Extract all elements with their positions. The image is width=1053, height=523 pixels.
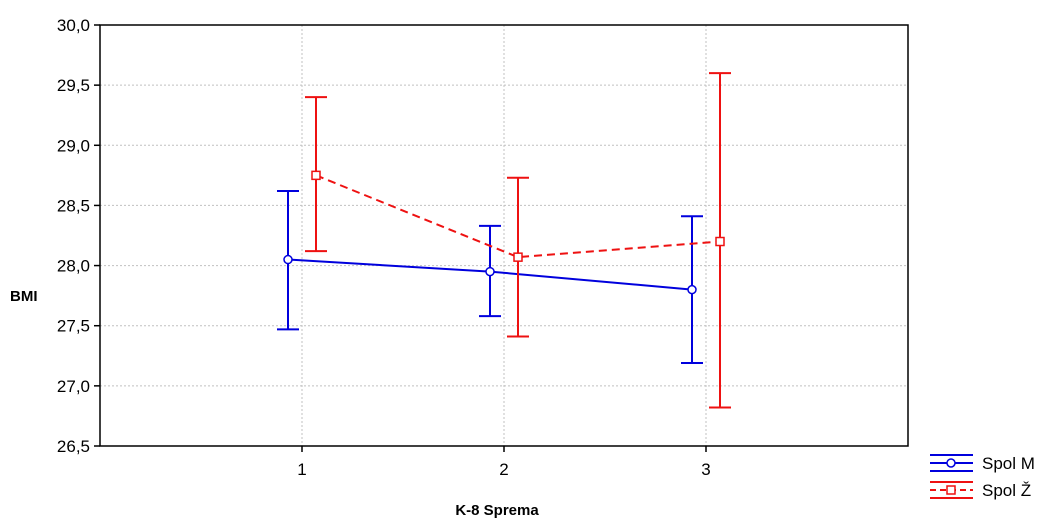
x-tick-label: 3 xyxy=(701,460,710,479)
legend-item-spol-m: Spol M xyxy=(930,454,1035,473)
data-point xyxy=(283,254,293,265)
legend-spol-z-marker xyxy=(946,485,956,495)
data-point xyxy=(485,266,495,277)
grid-layer xyxy=(100,25,908,446)
y-tick-label: 27,0 xyxy=(57,377,90,396)
data-point xyxy=(715,236,725,247)
data-point xyxy=(687,284,697,295)
y-axis-title: BMI xyxy=(10,288,38,305)
data-point xyxy=(311,170,321,181)
legend: Spol M Spol Ž xyxy=(930,454,1035,500)
series-spol-m xyxy=(277,189,703,365)
x-tick-label: 2 xyxy=(499,460,508,479)
series-spol-z xyxy=(305,72,731,409)
y-tick-label: 28,0 xyxy=(57,257,90,276)
data-point xyxy=(513,252,523,262)
series-layer xyxy=(277,72,731,409)
legend-spol-m-marker xyxy=(946,458,956,468)
y-tick-label: 27,5 xyxy=(57,317,90,336)
legend-label-spol-z: Spol Ž xyxy=(982,481,1031,500)
legend-label-spol-m: Spol M xyxy=(982,454,1035,473)
x-axis-title: K-8 Sprema xyxy=(455,502,539,519)
legend-item-spol-z: Spol Ž xyxy=(930,481,1031,500)
x-tick-label: 1 xyxy=(297,460,306,479)
y-tick-label: 28,5 xyxy=(57,196,90,215)
series-line xyxy=(315,174,721,259)
y-tick-label: 26,5 xyxy=(57,437,90,456)
ticks-layer: 26,5 27,0 27,5 28,0 28,5 29,0 29,5 30,0 1 2 3 xyxy=(57,16,711,479)
y-tick-label: 29,5 xyxy=(57,76,90,95)
y-tick-label: 29,0 xyxy=(57,136,90,155)
y-tick-label: 30,0 xyxy=(57,16,90,35)
